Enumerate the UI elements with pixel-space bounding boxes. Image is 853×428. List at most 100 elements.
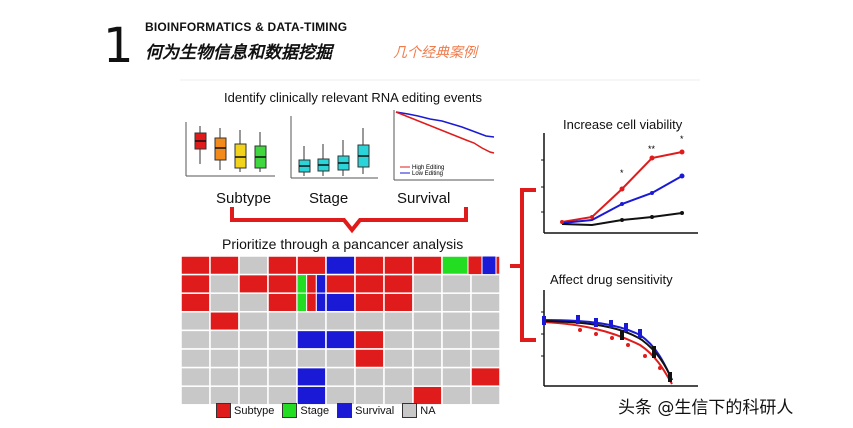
heatmap-cell (354, 311, 385, 332)
heatmap-cell (306, 292, 317, 313)
rna-editing-title: Identify clinically relevant RNA editing… (224, 90, 482, 105)
heatmap-cell (412, 255, 443, 276)
sig-mark-2: ** (648, 144, 656, 154)
box-orange (214, 137, 227, 161)
survival-curve-panel: High Editing Low Editing (393, 110, 495, 181)
heatmap-cell (267, 348, 298, 369)
legend-label-na: NA (420, 404, 436, 417)
panel-label-survival: Survival (397, 190, 451, 207)
heatmap-cell (209, 366, 240, 387)
heatmap-cell (306, 274, 317, 294)
sig-mark-3: * (680, 134, 684, 144)
heatmap-cell (325, 292, 356, 313)
legend-stage: Stage (282, 403, 329, 418)
heatmap-cell (441, 385, 472, 406)
legend-swatch-subtype (216, 403, 231, 418)
heatmap-cell (238, 255, 269, 276)
heatmap-cell (470, 292, 501, 313)
heatmap-cell (325, 255, 356, 276)
heatmap-cell (441, 273, 472, 294)
heatmap-cell (267, 311, 298, 332)
heatmap-cell (325, 329, 356, 350)
sig-mark-1: * (620, 168, 624, 178)
heatmap-cell (354, 329, 385, 350)
heatmap-cell (238, 366, 269, 387)
heatmap-cell (441, 311, 472, 332)
heatmap-cell (296, 348, 327, 369)
heatmap-cell (238, 273, 269, 294)
heatmap-cell (383, 385, 414, 406)
heatmap-cell (180, 311, 211, 332)
heatmap-cell (180, 366, 211, 387)
survival-legend-low: Low Editing (412, 171, 443, 177)
panel-label-subtype: Subtype (216, 190, 272, 207)
heatmap-cell (209, 329, 240, 350)
heatmap-cell (383, 292, 414, 313)
heatmap-cell (209, 385, 240, 406)
heatmap-cell (412, 311, 443, 332)
heatmap-cell (267, 255, 298, 276)
heatmap-cell (383, 255, 414, 276)
heatmap-cell (180, 348, 211, 369)
box-yellow (234, 143, 247, 169)
heatmap-cell (441, 366, 472, 387)
subtype-boxplot-panel (185, 122, 275, 177)
heatmap-cell (315, 292, 327, 313)
heatmap-cell (267, 273, 298, 294)
heatmap-cell (238, 311, 269, 332)
heatmap-cell (441, 255, 472, 276)
heatmap-cell (296, 385, 327, 406)
heatmap-cell (354, 366, 385, 387)
survival-legend-high: High Editing (412, 165, 444, 171)
heatmap-cell (470, 329, 501, 350)
heatmap-cell (481, 255, 497, 276)
legend-swatch-survival (337, 403, 353, 418)
heatmap-cell (267, 366, 298, 387)
heatmap-cell (238, 385, 269, 406)
heatmap-cell (180, 385, 211, 406)
heatmap-cell (325, 366, 356, 387)
heatmap-cell (325, 348, 356, 369)
heatmap-cell (354, 255, 385, 276)
heatmap-cell (383, 273, 414, 294)
heatmap-cell (209, 273, 240, 294)
heatmap-cell (209, 255, 240, 276)
heatmap-cell (209, 348, 240, 369)
heatmap-cell (180, 255, 211, 276)
heatmap-cell (412, 348, 443, 369)
viability-chart: * ** * (541, 133, 698, 234)
watermark-text: 头条 @生信下的科研人 (618, 398, 794, 418)
heatmap-cell (412, 385, 443, 406)
slide-number: 1 (103, 18, 134, 74)
heatmap-cell (180, 292, 211, 313)
heatmap-cell (354, 273, 385, 294)
heatmap-cell (180, 273, 211, 294)
legend-na: NA (402, 403, 436, 418)
drug-sensitivity-chart (541, 290, 698, 387)
heatmap-cell (470, 366, 501, 387)
heatmap-legend: Subtype Stage Survival NA (216, 403, 444, 418)
heatmap-cell (296, 329, 327, 350)
heatmap-cell (470, 348, 501, 369)
heatmap-cell (315, 274, 327, 294)
heatmap-cell (383, 366, 414, 387)
header-title-en: BIOINFORMATICS & DATA-TIMING (145, 20, 348, 34)
heatmap-cell (296, 366, 327, 387)
heatmap-cell (412, 329, 443, 350)
legend-survival: Survival (337, 403, 394, 418)
heatmap-cell (383, 329, 414, 350)
heatmap-cell (412, 292, 443, 313)
heatmap-cell (412, 366, 443, 387)
heatmap-cell (180, 329, 211, 350)
heatmap-cell (354, 348, 385, 369)
heatmap-cell (296, 311, 327, 332)
legend-label-subtype: Subtype (234, 404, 275, 417)
header-subtitle: 几个经典案例 (393, 45, 477, 61)
legend-subtype: Subtype (216, 403, 274, 418)
heatmap-cell (238, 329, 269, 350)
heatmap-cell (441, 348, 472, 369)
heatmap-cell (267, 329, 298, 350)
heatmap-cell (383, 348, 414, 369)
heatmap-cell (441, 292, 472, 313)
